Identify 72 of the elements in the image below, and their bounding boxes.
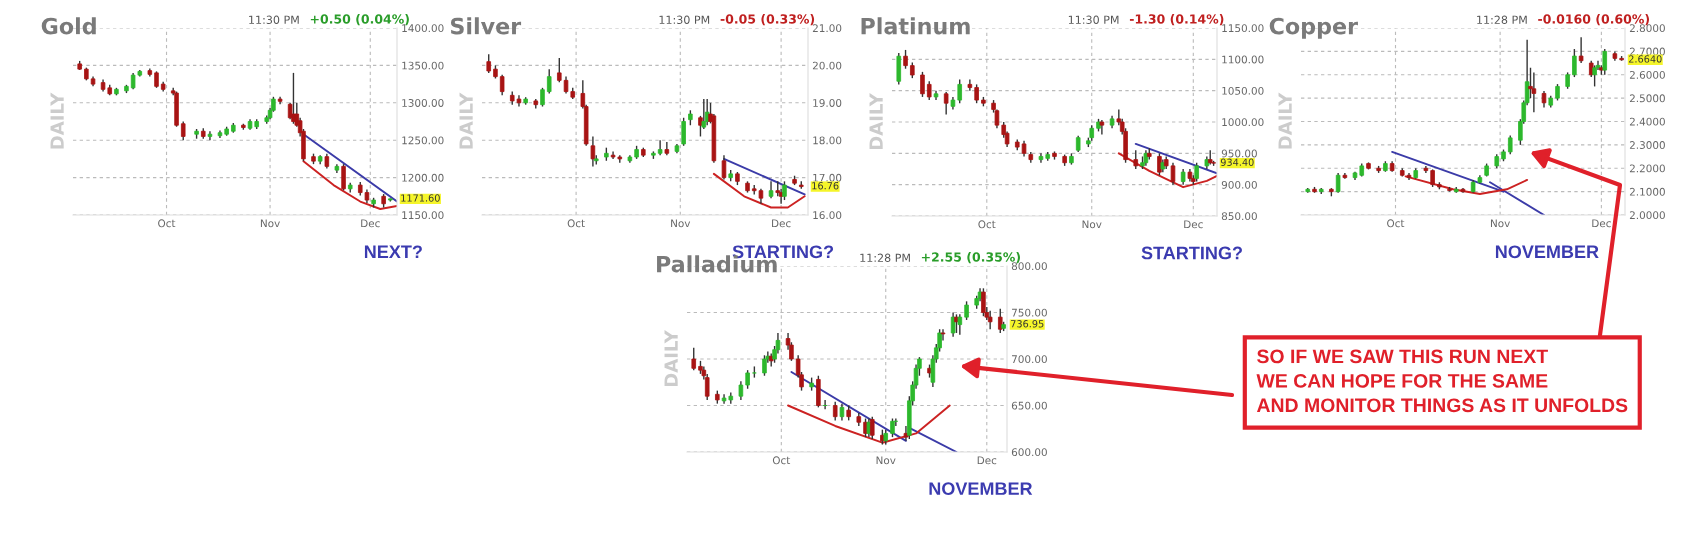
y-tick-label: 2.7000 (1629, 47, 1665, 56)
chart-title: Platinum (861, 17, 970, 35)
x-tick-label: Oct (1387, 219, 1405, 228)
y-tick-label: 20.00 (812, 61, 842, 70)
text: NOVEMBER (929, 482, 1033, 496)
y-tick-label: 1150.00 (402, 211, 444, 220)
y-tick-label: 17.00 (813, 173, 842, 182)
annotation: 934.40 (1220, 158, 1254, 166)
y-tick-label: 2.2000 (1629, 164, 1665, 173)
x-tick-label: Nov (876, 456, 896, 465)
y-tick-label: 1000.00 (1222, 118, 1264, 127)
chart-title: Copper (1269, 17, 1358, 39)
y-tick-label: 1050.00 (1222, 86, 1264, 95)
y-tick-label: 18.00 (813, 136, 842, 145)
y-tick-label: 700.00 (1012, 355, 1047, 364)
annotation: 2.6640 (1628, 55, 1662, 63)
x-tick-label: Nov (1490, 219, 1510, 228)
chart-title: Gold (41, 17, 96, 35)
text: +2.55 (0.35%) (921, 252, 1020, 264)
text: -0.05 (0.33%) (720, 14, 815, 26)
text: SO IF WE SAW THIS RUN NEXT WE CAN HOPE FOR THE SAME AND MONITOR THINGS AS IT UNFOLDS (1256, 349, 1628, 413)
y-tick-label: 900.00 (1221, 180, 1257, 189)
chart-title: Silver (450, 17, 522, 35)
y-tick-label: 2.6000 (1629, 70, 1665, 79)
y-tick-label: 1350.00 (402, 61, 444, 70)
annotation: 736.95 (1011, 320, 1044, 328)
y-tick-label: 950.00 (1221, 149, 1257, 158)
text: 11:28 PM (860, 253, 910, 262)
annotation: 1171.60 (401, 194, 440, 202)
x-tick-label: Dec (1592, 219, 1611, 228)
y-tick-label: 2.1000 (1629, 187, 1665, 196)
x-tick-label: Dec (772, 219, 791, 228)
x-tick-label: Oct (567, 219, 585, 228)
y-tick-label: 2.4000 (1629, 117, 1665, 126)
annotation: 16.76 (812, 182, 839, 190)
x-tick-label: Nov (671, 219, 691, 228)
y-tick-label: 1300.00 (402, 99, 444, 107)
text: NEXT? (364, 245, 422, 258)
text: +0.50 (0.04%) (310, 14, 409, 26)
y-tick-label: 2.5000 (1629, 94, 1665, 103)
x-tick-label: Oct (978, 220, 996, 229)
y-tick-label: 1150.00 (1222, 24, 1264, 33)
text: 11:30 PM (1068, 15, 1119, 24)
y-tick-label: 19.00 (813, 99, 842, 107)
y-tick-label: 21.00 (812, 24, 842, 33)
y-tick-label: 850.00 (1221, 212, 1257, 221)
text: 11:30 PM (249, 15, 299, 24)
y-tick-label: 1250.00 (402, 136, 444, 145)
text: -0.0160 (0.60%) (1538, 14, 1650, 26)
x-tick-label: Nov (260, 219, 280, 228)
y-tick-label: 1400.00 (402, 24, 444, 33)
y-tick-label: 650.00 (1011, 401, 1047, 410)
x-tick-label: Dec (361, 219, 380, 228)
x-tick-label: Dec (977, 456, 997, 465)
x-tick-label: Nov (1082, 220, 1102, 229)
y-tick-label: 1100.00 (1222, 55, 1264, 64)
text: 11:28 PM (1477, 15, 1527, 24)
y-tick-label: 2.8000 (1629, 24, 1665, 33)
text: 11:30 PM (659, 15, 710, 24)
y-tick-label: 2.0000 (1629, 211, 1665, 220)
x-tick-label: Oct (158, 219, 176, 228)
y-tick-label: 16.00 (813, 211, 842, 220)
text: NOVEMBER (1495, 245, 1599, 259)
y-tick-label: 1200.00 (402, 173, 444, 182)
y-tick-label: 800.00 (1011, 262, 1047, 271)
y-tick-label: 2.3000 (1629, 141, 1665, 149)
y-tick-label: 750.00 (1012, 308, 1047, 317)
text: STARTING? (1141, 246, 1242, 260)
x-tick-label: Dec (1184, 220, 1203, 229)
x-tick-label: Oct (772, 456, 791, 465)
text: -1.30 (0.14%) (1129, 14, 1224, 26)
y-tick-label: 600.00 (1011, 448, 1047, 457)
